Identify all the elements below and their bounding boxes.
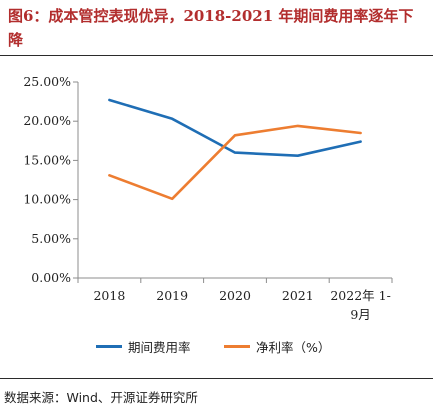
y-tick-label: 15.00% xyxy=(23,152,71,167)
figure-title: 图6：成本管控表现优异，2018-2021 年期间费用率逐年下降 xyxy=(8,7,414,49)
x-tick-label: 2018 xyxy=(93,288,125,303)
y-tick-label: 20.00% xyxy=(23,113,71,128)
legend-label-net-margin: 净利率（%） xyxy=(256,340,331,355)
y-tick-label: 10.00% xyxy=(23,192,71,207)
legend-label-expense-ratio: 期间费用率 xyxy=(128,340,191,355)
source-divider xyxy=(0,378,433,379)
chart-legend: 期间费用率 净利率（%） xyxy=(0,337,433,361)
x-tick-label: 2019 xyxy=(156,288,188,303)
x-tick-label: 9月 xyxy=(350,307,370,322)
series-line-expense-ratio xyxy=(108,98,362,157)
x-tick-label: 2020 xyxy=(219,288,251,303)
x-tick-label: 2021 xyxy=(282,288,314,303)
series-line-net-margin xyxy=(108,124,362,201)
legend-item-net-margin: 净利率（%） xyxy=(224,337,330,356)
source-note: 数据来源：Wind、开源证券研究所 xyxy=(4,390,198,405)
y-tick-label: 25.00% xyxy=(23,74,71,89)
x-tick-label: 2022年 1- xyxy=(330,288,390,303)
legend-item-expense-ratio: 期间费用率 xyxy=(96,337,191,356)
y-tick-label: 0.00% xyxy=(31,270,71,285)
legend-swatch-expense-ratio xyxy=(96,345,122,348)
chart: 0.00% 5.00% 10.00% 15.00% 20.00% 25.00% 2018 20… xyxy=(23,74,393,322)
legend-swatch-net-margin xyxy=(224,345,250,348)
title-divider xyxy=(0,55,433,56)
y-tick-label: 5.00% xyxy=(31,231,71,246)
